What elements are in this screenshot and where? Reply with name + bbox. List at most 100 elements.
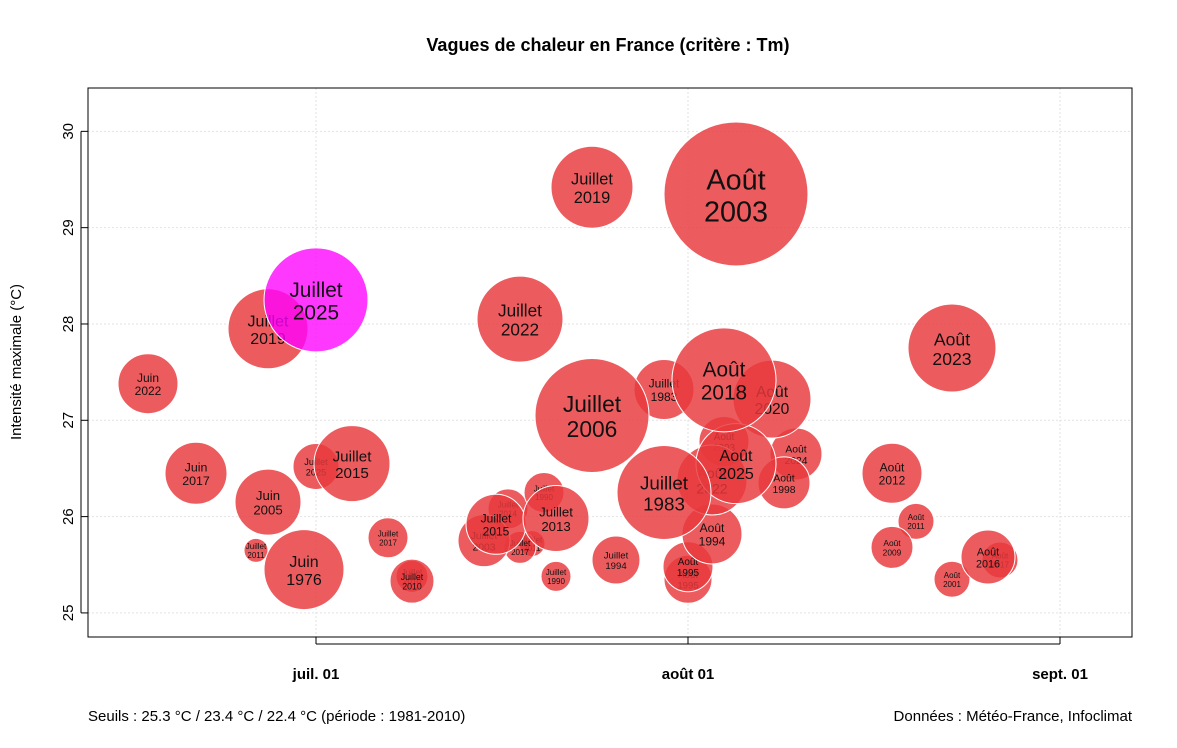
bubble-month-label: Août: [703, 359, 746, 382]
bubble-circle: [367, 517, 409, 559]
bubble-circle: [234, 468, 302, 536]
bubble-year-label: 1998: [772, 485, 795, 496]
y-tick-label: 28: [60, 316, 77, 333]
bubble-month-label: Août: [773, 473, 794, 484]
bubble-circle: [263, 247, 369, 353]
x-tick-label: août 01: [662, 666, 715, 683]
bubble-year-label: 2018: [701, 382, 747, 405]
bubble-circle: [591, 535, 641, 585]
bubble-month-label: Juillet: [378, 530, 399, 539]
bubble-year-label: 2016: [976, 558, 1000, 570]
bubble-year-label: 2011: [247, 551, 265, 560]
bubble-year-label: 2013: [541, 519, 570, 534]
bubble-month-label: Juillet: [604, 551, 629, 562]
bubble-year-label: 2009: [883, 547, 902, 557]
bubble-circle: [933, 560, 971, 598]
bubble-year-label: 1990: [547, 577, 565, 586]
bubble-month-label: Août: [706, 165, 765, 197]
bubble-year-label: 1994: [699, 534, 726, 548]
y-tick-label: 25: [60, 605, 77, 622]
footer-source: Données : Météo-France, Infoclimat: [894, 708, 1133, 725]
x-tick-label: sept. 01: [1032, 666, 1088, 683]
bubble-circle: [263, 529, 345, 611]
bubble-year-label: 1976: [286, 572, 322, 589]
bubble-circle: [117, 353, 179, 415]
bubble-circle: [540, 560, 572, 592]
bubble-month-label: Août: [883, 538, 901, 548]
y-tick-label: 26: [60, 508, 77, 525]
bubble-year-label: 1995: [677, 568, 700, 579]
bubble-circle: [870, 525, 914, 569]
bubble-year-label: 2022: [501, 319, 539, 339]
bubble-year-label: 2005: [253, 503, 282, 518]
bubble-year-label: 2015: [335, 465, 369, 482]
bubble-circle: [243, 537, 269, 563]
bubble-circle: [960, 529, 1016, 585]
bubble-year-label: 1983: [651, 390, 678, 404]
bubble-circle: [550, 145, 634, 229]
bubble-month-label: Août: [720, 448, 753, 465]
bubble-month-label: Juillet: [333, 448, 373, 465]
x-axis: juil. 01 août 01 sept. 01: [292, 637, 1088, 683]
bubbles-layer: Juillet2011Juillet2011Juillet1990Juillet…: [117, 121, 1019, 611]
bubble-year-label: 2011: [907, 522, 925, 531]
bubble-month-label: Août: [977, 546, 999, 558]
bubble-year-label: 2025: [293, 302, 339, 325]
bubble-circle: [389, 558, 435, 604]
bubble-month-label: Août: [785, 444, 806, 455]
bubble-year-label: 2017: [511, 548, 529, 557]
bubble-month-label: Juillet: [640, 473, 689, 494]
y-axis: 25 26 27 28 29 30: [60, 123, 88, 621]
bubble-month-label: Août: [678, 557, 699, 568]
bubble-year-label: 2017: [182, 474, 210, 488]
bubble-month-label: Juillet: [510, 539, 531, 548]
bubble-year-label: 2003: [704, 196, 768, 228]
bubble-month-label: Juillet: [539, 505, 573, 520]
bubble-year-label: 2012: [879, 474, 906, 488]
bubble-year-label: 2023: [932, 349, 971, 369]
bubble-year-label: 2015: [483, 525, 510, 539]
bubble-month-label: Juillet: [481, 512, 512, 526]
bubble-year-label: 2022: [135, 384, 162, 398]
bubble-year-label: 2017: [379, 538, 397, 547]
bubble-year-label: 1994: [605, 561, 627, 572]
bubble-year-label: 2006: [567, 416, 618, 442]
y-tick-label: 27: [60, 412, 77, 429]
bubble-circle: [907, 303, 997, 393]
bubble-year-label: 2001: [943, 580, 961, 589]
bubble-circle: [313, 425, 391, 503]
bubble-month-label: Juillet: [401, 572, 424, 582]
bubble-year-label: 2025: [718, 466, 754, 483]
bubble-circle: [476, 275, 564, 363]
bubble-month-label: Juin: [137, 371, 159, 385]
bubble-circle: [861, 442, 923, 504]
bubble-month-label: Juillet: [571, 171, 613, 189]
bubble-month-label: Août: [908, 513, 925, 522]
y-tick-label: 30: [60, 123, 77, 140]
bubble-month-label: Juillet: [246, 542, 267, 551]
bubble-year-label: 2019: [250, 331, 286, 348]
bubble-month-label: Août: [700, 521, 725, 535]
bubble-circle: [534, 357, 650, 473]
plot-frame: [87, 87, 1133, 638]
